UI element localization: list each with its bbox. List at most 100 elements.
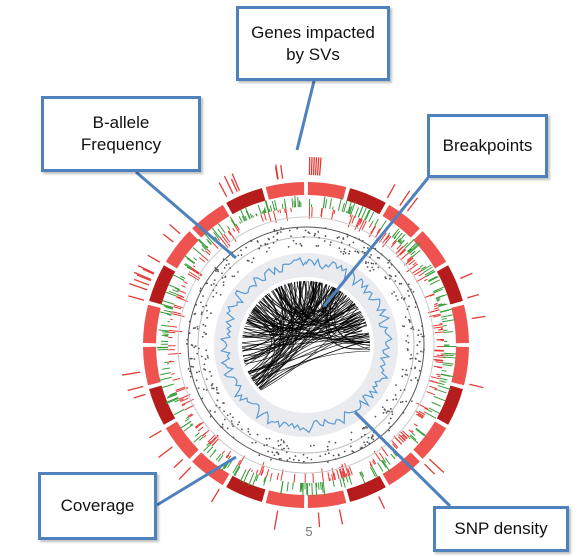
baf-point <box>309 445 312 447</box>
baf-point <box>328 441 331 443</box>
baf-point <box>317 245 320 247</box>
baf-point <box>367 261 370 264</box>
coverage-mark <box>159 303 174 308</box>
gene-label-mark <box>386 184 396 199</box>
baf-point <box>377 266 380 269</box>
baf-point <box>372 268 375 271</box>
coverage-mark <box>408 259 416 266</box>
coverage-mark <box>345 210 348 214</box>
coverage-mark <box>179 398 184 402</box>
coverage-mark <box>188 414 194 418</box>
baf-point <box>233 275 236 278</box>
chromosome-segment <box>436 385 463 425</box>
coverage-mark <box>249 213 253 219</box>
baf-point <box>396 298 399 301</box>
baf-point <box>417 360 420 362</box>
coverage-mark <box>201 245 207 250</box>
baf-point <box>188 320 191 323</box>
baf-point <box>416 344 419 347</box>
coverage-mark <box>186 257 195 265</box>
coverage-mark <box>176 289 180 292</box>
coverage-mark <box>436 373 441 376</box>
baf-point <box>366 266 369 268</box>
baf-point <box>202 323 205 326</box>
coverage-mark <box>437 385 452 391</box>
coverage-mark <box>345 476 349 483</box>
coverage-mark <box>206 446 214 454</box>
chromosome-segment <box>307 182 347 200</box>
baf-point <box>288 457 291 460</box>
coverage-mark <box>227 230 232 236</box>
breakpoint-link <box>328 290 356 326</box>
baf-point <box>401 375 404 378</box>
baf-point <box>363 246 365 249</box>
chromosome-segment <box>413 231 447 269</box>
coverage-mark <box>187 273 200 281</box>
baf-point <box>319 455 322 458</box>
baf-point <box>221 277 224 279</box>
baf-point <box>216 269 219 271</box>
b-allele-frequency-label: B-allele Frequency <box>80 113 162 154</box>
coverage-mark <box>161 324 170 327</box>
coverage-mark <box>166 397 179 405</box>
baf-point <box>370 253 373 256</box>
coverage-mark <box>438 382 445 386</box>
baf-point <box>212 387 215 390</box>
coverage-mark <box>406 257 414 263</box>
chromosome-segment <box>451 346 469 386</box>
coverage-mark <box>399 240 403 244</box>
coverage-mark <box>431 401 441 407</box>
snp-density-callout: SNP density <box>433 506 569 552</box>
baf-point <box>221 426 224 429</box>
breakpoint-link <box>262 284 327 324</box>
coverage-mark <box>321 468 324 482</box>
coverage-mark <box>408 242 420 253</box>
baf-point <box>215 388 218 391</box>
coverage-mark <box>264 207 267 214</box>
coverage-mark <box>425 271 435 277</box>
baf-point <box>315 244 318 247</box>
coverage-mark <box>337 197 343 211</box>
coverage-mark <box>203 233 214 244</box>
coverage-mark <box>265 200 270 213</box>
baf-point <box>277 440 280 442</box>
baf-point <box>385 277 387 280</box>
coverage-mark <box>377 462 384 472</box>
coverage-mark <box>322 196 326 209</box>
coverage-mark <box>411 432 416 436</box>
coverage-mark <box>274 208 276 211</box>
baf-point <box>389 417 392 420</box>
coverage-mark <box>263 476 266 483</box>
coverage-mark <box>391 239 397 245</box>
baf-point <box>240 254 243 256</box>
baf-point <box>258 247 261 250</box>
coverage-mark <box>336 469 340 480</box>
baf-point <box>342 252 345 255</box>
baf-point <box>210 384 213 387</box>
baf-point <box>394 280 397 282</box>
baf-point <box>343 250 345 253</box>
gene-label-mark <box>471 315 486 320</box>
gene-label-mark <box>173 458 184 469</box>
baf-point <box>380 253 383 256</box>
baf-point <box>384 409 386 411</box>
baf-point <box>399 401 402 404</box>
gene-label-mark <box>280 165 284 179</box>
coverage-mark <box>421 264 432 272</box>
coverage-mark <box>223 233 230 243</box>
coverage-mark <box>297 196 299 208</box>
baf-point <box>378 257 381 259</box>
coverage-mark <box>207 240 212 246</box>
baf-point <box>287 447 290 450</box>
coverage-mark <box>228 230 237 242</box>
baf-point <box>394 394 397 396</box>
coverage-mark <box>408 437 411 440</box>
baf-point <box>420 333 423 336</box>
baf-point <box>365 425 367 428</box>
genes-impacted-callout: Genes impacted by SVs <box>236 6 390 81</box>
coverage-mark <box>176 387 189 393</box>
coverage-mark <box>441 314 453 318</box>
coverage-mark <box>234 226 240 234</box>
coverage-mark <box>226 454 230 459</box>
coverage-mark <box>211 227 221 238</box>
